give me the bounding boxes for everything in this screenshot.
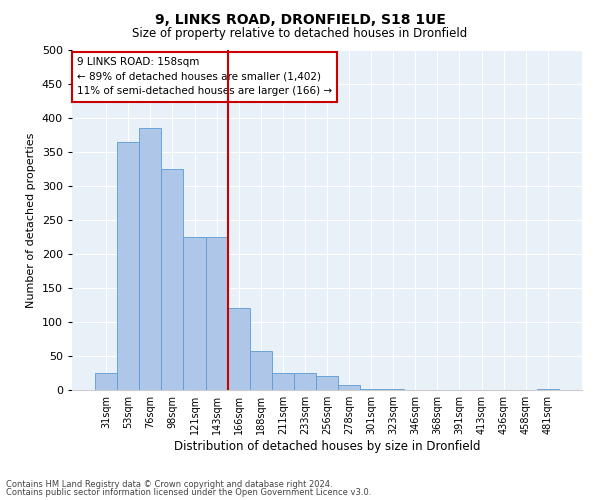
Bar bbox=[316, 376, 338, 390]
Bar bbox=[227, 308, 250, 390]
Bar bbox=[250, 351, 272, 390]
Bar bbox=[184, 237, 206, 390]
X-axis label: Distribution of detached houses by size in Dronfield: Distribution of detached houses by size … bbox=[174, 440, 480, 453]
Text: Size of property relative to detached houses in Dronfield: Size of property relative to detached ho… bbox=[133, 28, 467, 40]
Y-axis label: Number of detached properties: Number of detached properties bbox=[26, 132, 36, 308]
Text: 9, LINKS ROAD, DRONFIELD, S18 1UE: 9, LINKS ROAD, DRONFIELD, S18 1UE bbox=[155, 12, 445, 26]
Bar bbox=[272, 373, 294, 390]
Text: Contains HM Land Registry data © Crown copyright and database right 2024.: Contains HM Land Registry data © Crown c… bbox=[6, 480, 332, 489]
Bar bbox=[206, 237, 227, 390]
Bar bbox=[139, 128, 161, 390]
Text: 9 LINKS ROAD: 158sqm
← 89% of detached houses are smaller (1,402)
11% of semi-de: 9 LINKS ROAD: 158sqm ← 89% of detached h… bbox=[77, 57, 332, 96]
Bar bbox=[95, 373, 117, 390]
Bar bbox=[294, 373, 316, 390]
Bar bbox=[537, 388, 559, 390]
Bar bbox=[360, 388, 382, 390]
Text: Contains public sector information licensed under the Open Government Licence v3: Contains public sector information licen… bbox=[6, 488, 371, 497]
Bar bbox=[338, 384, 360, 390]
Bar bbox=[161, 169, 184, 390]
Bar bbox=[117, 142, 139, 390]
